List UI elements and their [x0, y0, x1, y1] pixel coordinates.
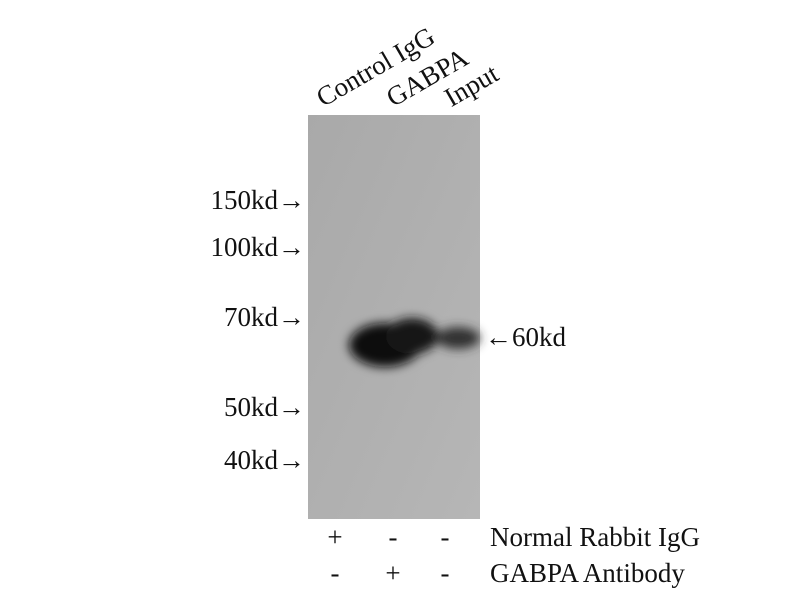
marker-label: 100kd→ [211, 232, 306, 262]
sign: - [441, 522, 450, 552]
sign: - [441, 558, 450, 588]
sign: - [331, 558, 340, 588]
sign: + [327, 522, 342, 552]
row-label: Normal Rabbit IgG [490, 522, 700, 552]
sign: - [389, 522, 398, 552]
marker-label: 40kd→ [224, 445, 305, 475]
marker-label: 70kd→ [224, 302, 305, 332]
bands [349, 318, 480, 367]
band-ip-gabpa [386, 318, 438, 354]
sign: + [385, 558, 400, 588]
band-label: ←60kd [485, 322, 567, 352]
membrane [308, 115, 480, 519]
band-input [436, 327, 480, 349]
row-label: GABPA Antibody [490, 558, 685, 588]
marker-label: 150kd→ [211, 185, 306, 215]
marker-label: 50kd→ [224, 392, 305, 422]
